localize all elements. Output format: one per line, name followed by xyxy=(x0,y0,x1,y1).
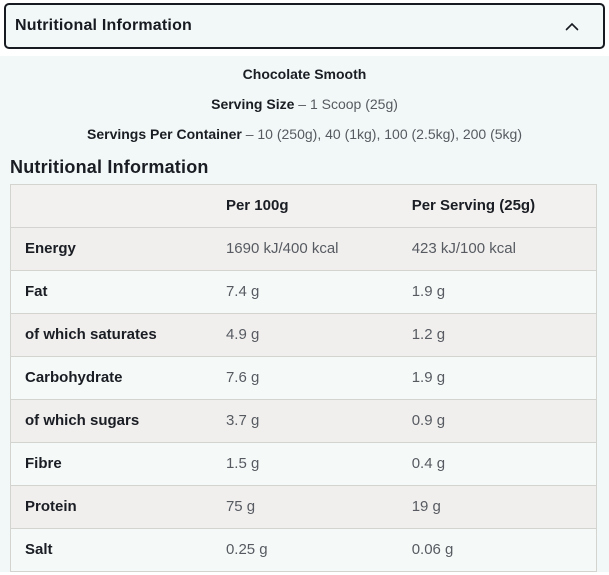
servings-per-container-value: – 10 (250g), 40 (1kg), 100 (2.5kg), 200 … xyxy=(245,126,522,142)
accordion-title: Nutritional Information xyxy=(15,17,193,34)
row-label-cell: Protein xyxy=(25,498,77,515)
per-100g-cell: 0.25 g xyxy=(225,541,268,558)
per-serving-cell: 0.9 g xyxy=(411,412,446,429)
column-header-blank xyxy=(10,184,218,228)
serving-size-value: – 1 Scoop (25g) xyxy=(298,96,398,112)
per-serving-cell: 0.4 g xyxy=(411,455,446,472)
per-100g-cell: 75 g xyxy=(225,498,256,515)
per-serving-cell: 19 g xyxy=(411,498,441,515)
servings-per-container-line: Servings Per Container – 10 (250g), 40 (… xyxy=(10,124,599,144)
serving-size-line: Serving Size – 1 Scoop (25g) xyxy=(10,94,599,114)
per-serving-cell: 423 kJ/100 kcal xyxy=(411,240,516,257)
per-serving-cell: 1.9 g xyxy=(411,283,446,300)
per-serving-cell: 1.2 g xyxy=(411,326,446,343)
table-row: Carbohydrate 7.6 g 1.9 g xyxy=(10,356,597,400)
per-serving-cell: 1.9 g xyxy=(411,369,446,386)
servings-per-container-label: Servings Per Container xyxy=(87,126,242,142)
row-label-cell: of which sugars xyxy=(25,412,140,429)
table-row: Energy 1690 kJ/400 kcal 423 kJ/100 kcal xyxy=(10,227,597,271)
table-row: Salt 0.25 g 0.06 g xyxy=(10,528,597,572)
chevron-up-icon xyxy=(565,22,579,31)
table-row: Protein 75 g 19 g xyxy=(10,485,597,529)
per-100g-cell: 1690 kJ/400 kcal xyxy=(225,240,339,257)
table-row: Fibre 1.5 g 0.4 g xyxy=(10,442,597,486)
per-100g-cell: 3.7 g xyxy=(225,412,260,429)
per-100g-cell: 7.6 g xyxy=(225,369,260,386)
flavour-name: Chocolate Smooth xyxy=(242,66,367,82)
nutritional-information-panel: Chocolate Smooth Serving Size – 1 Scoop … xyxy=(0,56,609,572)
table-row: Fat 7.4 g 1.9 g xyxy=(10,270,597,314)
column-header-per-100g: Per 100g xyxy=(217,184,404,228)
row-label-cell: Energy xyxy=(25,240,76,257)
serving-size-label: Serving Size xyxy=(211,96,295,112)
nutrition-table: Per 100g Per Serving (25g) Energy 1690 k… xyxy=(10,184,597,572)
per-100g-cell: 1.5 g xyxy=(225,455,260,472)
row-label-cell: of which saturates xyxy=(25,326,157,343)
per-100g-cell: 4.9 g xyxy=(225,326,260,343)
row-label-cell: Carbohydrate xyxy=(25,369,123,386)
flavour-line: Chocolate Smooth xyxy=(10,64,599,84)
table-header-row: Per 100g Per Serving (25g) xyxy=(10,184,597,228)
column-header-per-serving: Per Serving (25g) xyxy=(403,184,597,228)
table-row: of which sugars 3.7 g 0.9 g xyxy=(10,399,597,443)
nutrition-table-heading: Nutritional Information xyxy=(10,157,209,177)
row-label-cell: Fibre xyxy=(25,455,62,472)
per-100g-cell: 7.4 g xyxy=(225,283,260,300)
nutritional-information-accordion-header[interactable]: Nutritional Information xyxy=(4,3,605,49)
row-label-cell: Fat xyxy=(25,283,48,300)
table-row: of which saturates 4.9 g 1.2 g xyxy=(10,313,597,357)
per-serving-cell: 0.06 g xyxy=(411,541,454,558)
row-label-cell: Salt xyxy=(25,541,53,558)
